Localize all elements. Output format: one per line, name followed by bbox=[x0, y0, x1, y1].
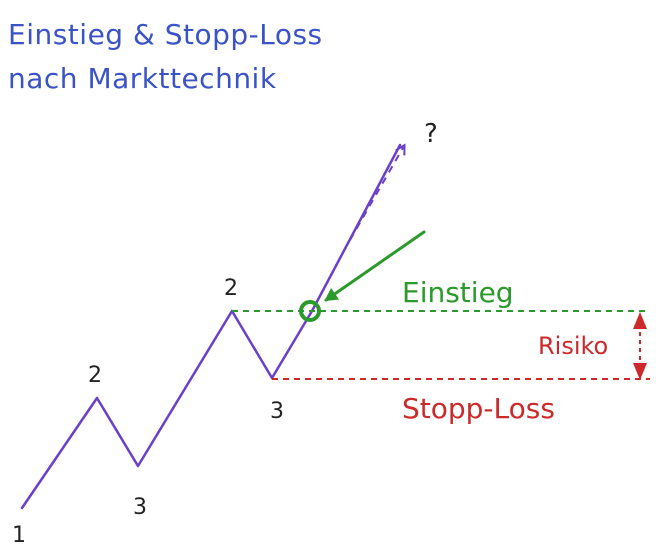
price-line bbox=[20, 143, 402, 510]
question-mark-label: ? bbox=[424, 119, 438, 149]
stop-loss-label: Stopp-Loss bbox=[402, 392, 555, 425]
risk-label: Risiko bbox=[538, 332, 608, 360]
risk-arrow-head-bottom bbox=[633, 363, 647, 380]
projection-dashed-line bbox=[349, 146, 404, 241]
entry-pointer-arrow bbox=[324, 230, 426, 302]
title-line-1: Einstieg & Stopp-Loss bbox=[8, 18, 323, 51]
point-label-3-second: 3 bbox=[270, 399, 284, 424]
point-label-3-first: 3 bbox=[133, 495, 147, 520]
point-label-2-first: 2 bbox=[88, 363, 102, 388]
title-line-2: nach Markttechnik bbox=[8, 62, 277, 95]
entry-marker-circle bbox=[299, 300, 321, 322]
point-label-1: 1 bbox=[12, 523, 26, 548]
entry-label: Einstieg bbox=[402, 276, 514, 309]
point-label-2-second: 2 bbox=[224, 276, 238, 301]
risk-arrow-head-top bbox=[633, 312, 647, 329]
